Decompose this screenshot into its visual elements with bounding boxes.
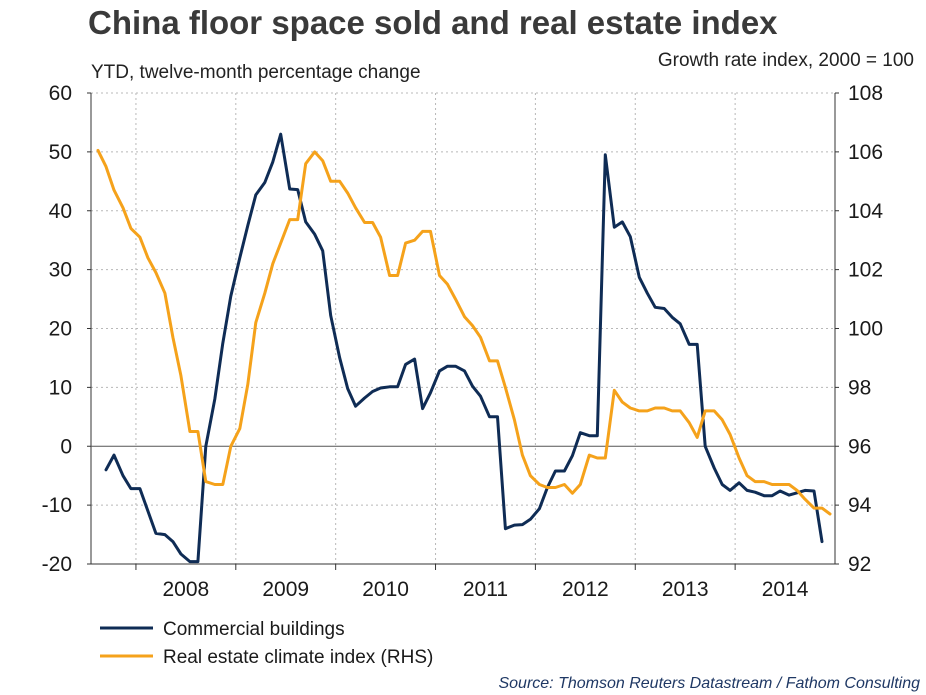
legend: Commercial buildings Real estate climate… <box>100 619 433 668</box>
left-tick-label: 40 <box>49 200 72 223</box>
left-tick-label: 0 <box>60 435 72 458</box>
x-tick-label: 2012 <box>562 578 609 601</box>
right-tick-label: 94 <box>848 494 872 517</box>
right-tick-label: 100 <box>848 318 883 341</box>
x-tick-label: 2014 <box>762 578 809 601</box>
left-tick-label: -10 <box>42 494 72 517</box>
right-axis-ticks: 92 94 96 98 100 102 104 106 108 <box>835 82 883 576</box>
right-tick-label: 102 <box>848 259 883 282</box>
left-tick-label: -20 <box>42 553 72 576</box>
right-tick-label: 104 <box>848 200 883 223</box>
right-tick-label: 108 <box>848 82 883 105</box>
series-line-real-estate-climate-index <box>96 148 832 516</box>
right-tick-label: 92 <box>848 553 871 576</box>
series-line-commercial-buildings <box>104 132 824 564</box>
legend-label-commercial-buildings: Commercial buildings <box>163 619 345 640</box>
x-axis-ticks: 2008 2009 2010 2011 2012 2013 2014 <box>135 564 809 601</box>
source-note: Source: Thomson Reuters Datastream / Fat… <box>498 675 920 692</box>
left-tick-label: 50 <box>49 141 72 164</box>
right-tick-label: 106 <box>848 141 883 164</box>
right-tick-label: 96 <box>848 435 871 458</box>
left-tick-label: 20 <box>49 318 72 341</box>
x-tick-label: 2010 <box>362 578 409 601</box>
series-layer <box>96 132 832 564</box>
right-axis-label: Growth rate index, 2000 = 100 <box>658 50 914 71</box>
x-tick-label: 2008 <box>163 578 210 601</box>
x-tick-label: 2009 <box>262 578 309 601</box>
grid-lines <box>91 92 835 564</box>
plot-area <box>90 92 836 565</box>
legend-label-real-estate-climate-index: Real estate climate index (RHS) <box>163 647 433 668</box>
chart-title: China floor space sold and real estate i… <box>88 4 778 41</box>
left-axis-label: YTD, twelve-month percentage change <box>91 62 421 83</box>
left-tick-label: 30 <box>49 259 72 282</box>
x-tick-label: 2013 <box>662 578 709 601</box>
right-tick-label: 98 <box>848 376 871 399</box>
left-tick-label: 60 <box>49 82 72 105</box>
left-tick-label: 10 <box>49 376 72 399</box>
x-tick-label: 2011 <box>463 578 508 601</box>
left-axis-ticks: -20 -10 0 10 20 30 40 50 60 <box>42 82 91 576</box>
